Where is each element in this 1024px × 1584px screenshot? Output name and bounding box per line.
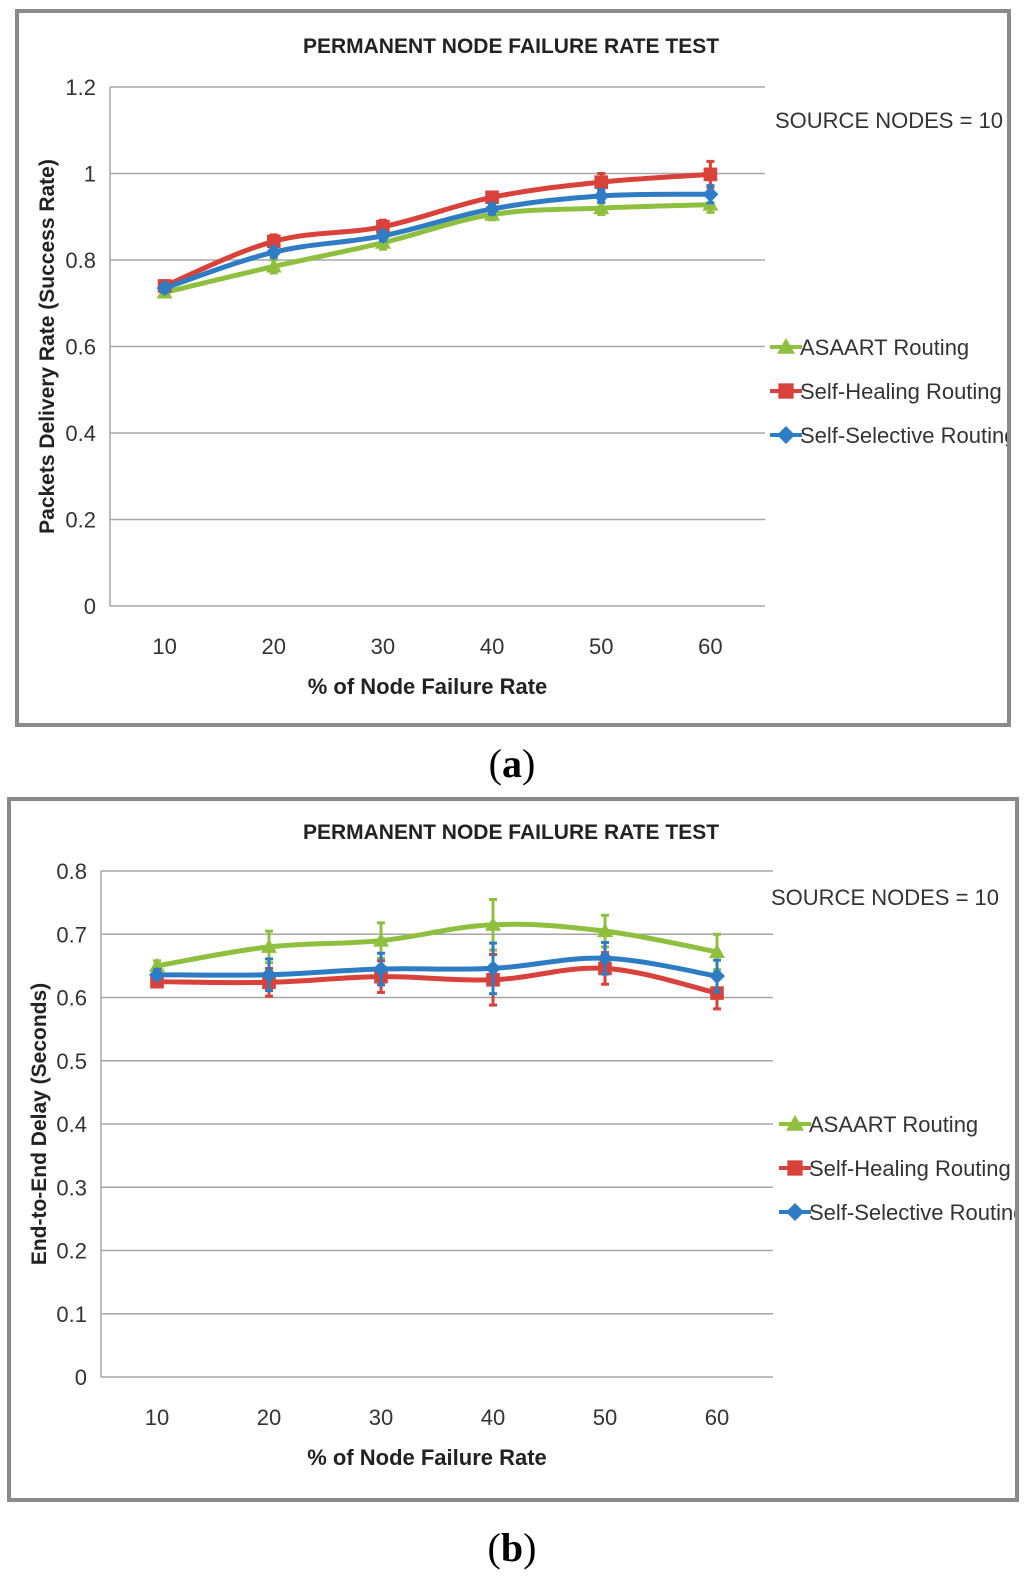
chart-a-data-point <box>156 280 173 297</box>
caption-b-letter: b <box>500 1525 524 1570</box>
chart-b-data-point <box>597 923 613 938</box>
chart-a-data-point <box>485 190 499 205</box>
chart-b-series-line <box>156 955 718 979</box>
chart-b-y-tick-label: 0.6 <box>56 986 87 1011</box>
chart-b-title: PERMANENT NODE FAILURE RATE TEST <box>303 821 719 844</box>
chart-b-y-tick-label: 0.3 <box>56 1175 87 1200</box>
chart-a-legend-marker <box>777 338 795 354</box>
chart-a-x-tick-label: 10 <box>152 634 176 659</box>
chart-b-legend-label: ASAART Routing <box>809 1112 978 1137</box>
chart-a-x-axis-label: % of Node Failure Rate <box>308 674 548 699</box>
chart-a-svg: PERMANENT NODE FAILURE RATE TEST 0 0.2 0.4 0… <box>36 35 1007 699</box>
chart-a-y-axis-label: Packets Delivery Rate (Success Rate) <box>36 159 59 534</box>
chart-b-y-tick-label: 0.7 <box>56 922 87 947</box>
chart-a-x-tick-label: 30 <box>371 634 395 659</box>
chart-a-legend-marker <box>778 383 794 399</box>
chart-b-y-tick-label: 0.5 <box>56 1049 87 1074</box>
chart-b-data-point <box>149 966 165 983</box>
caption-a: (a) <box>488 741 536 786</box>
chart-a-series-line <box>163 171 711 289</box>
chart-b-legend-marker <box>786 1115 804 1131</box>
chart-b-y-axis-label: End-to-End Delay (Seconds) <box>28 983 51 1265</box>
chart-b-annotation: SOURCE NODES = 10 <box>771 885 999 910</box>
chart-b-x-tick-label: 60 <box>705 1405 729 1430</box>
chart-a-data-point <box>265 258 282 273</box>
chart-b-legend-label: Self-Healing Routing <box>809 1156 1011 1181</box>
chart-b-legend-marker <box>787 1160 803 1176</box>
chart-a-data-point <box>593 187 610 204</box>
chart-b-data-point <box>709 943 725 958</box>
chart-b-data-point <box>709 967 725 984</box>
chart-b-x-tick-label: 50 <box>593 1405 617 1430</box>
chart-a-y-tick-label: 0.8 <box>65 248 96 273</box>
caption-b: (b) <box>487 1525 537 1570</box>
chart-a-x-tick-label: 60 <box>698 634 722 659</box>
chart-a-x-tick-label: 50 <box>589 634 613 659</box>
chart-b-data-point <box>261 938 277 953</box>
chart-a-data-point <box>594 175 609 189</box>
chart-b-data-point <box>373 932 389 947</box>
chart-b-x-axis-label: % of Node Failure Rate <box>307 1445 547 1470</box>
chart-b-series-line <box>156 965 718 996</box>
chart-a-series-line <box>163 191 711 291</box>
chart-b-data-point <box>373 961 389 978</box>
chart-a-data-point <box>374 227 391 244</box>
chart-b-x-tick-label: 20 <box>257 1405 281 1430</box>
chart-b-y-tick-label: 0.2 <box>56 1239 87 1264</box>
chart-a-y-tick-label: 0.2 <box>65 508 96 533</box>
chart-a-y-tick-label: 0.6 <box>65 335 96 360</box>
chart-b-svg: PERMANENT NODE FAILURE RATE TEST 0 0.1 0.2 0… <box>28 821 1015 1470</box>
chart-b-series-line <box>156 921 718 969</box>
chart-a-data-point <box>484 200 501 217</box>
chart-a-x-tick-label: 20 <box>262 634 286 659</box>
chart-a-y-tick-label: 1 <box>84 162 96 187</box>
chart-a-data-point <box>265 244 282 261</box>
chart-panel-a: PERMANENT NODE FAILURE RATE TEST 0 0.2 0.4 0… <box>15 9 1011 727</box>
chart-b-x-tick-label: 10 <box>145 1405 169 1430</box>
chart-b-y-tick-label: 0.1 <box>56 1302 87 1327</box>
chart-b-data-point <box>597 950 613 967</box>
chart-a-title: PERMANENT NODE FAILURE RATE TEST <box>303 35 719 58</box>
chart-a-data-point <box>703 167 718 182</box>
chart-b-data-point <box>485 960 501 977</box>
chart-a-series-line <box>164 202 711 295</box>
chart-a-annotation: SOURCE NODES = 10 <box>775 108 1003 133</box>
chart-b-x-tick-label: 40 <box>481 1405 505 1430</box>
chart-b-data-point <box>485 916 501 931</box>
chart-a-legend-marker <box>777 426 795 444</box>
chart-b-x-tick-label: 30 <box>369 1405 393 1430</box>
chart-panel-b: PERMANENT NODE FAILURE RATE TEST 0 0.1 0.2 0… <box>7 797 1019 1502</box>
chart-a-y-tick-label: 0.4 <box>65 421 96 446</box>
chart-a-y-tick-label: 0 <box>84 594 96 619</box>
chart-b-legend-marker <box>786 1203 804 1221</box>
chart-b-y-tick-label: 0 <box>75 1365 87 1390</box>
chart-b-y-tick-label: 0.8 <box>56 859 87 884</box>
chart-b-y-tick-label: 0.4 <box>56 1112 87 1137</box>
chart-a-y-tick-label: 1.2 <box>65 75 96 100</box>
chart-b-data-point <box>261 966 277 983</box>
chart-b-legend-label: Self-Selective Routing <box>809 1200 1015 1225</box>
chart-a-x-tick-label: 40 <box>480 634 504 659</box>
chart-a-legend-label: ASAART Routing <box>800 335 969 360</box>
chart-a-data-point <box>266 234 281 249</box>
chart-a-legend-label: Self-Healing Routing <box>800 379 1002 404</box>
caption-a-letter: a <box>502 741 522 786</box>
chart-a-legend-label: Self-Selective Routing <box>800 423 1007 448</box>
chart-a-data-point <box>593 200 610 215</box>
chart-a-data-point <box>702 186 719 203</box>
